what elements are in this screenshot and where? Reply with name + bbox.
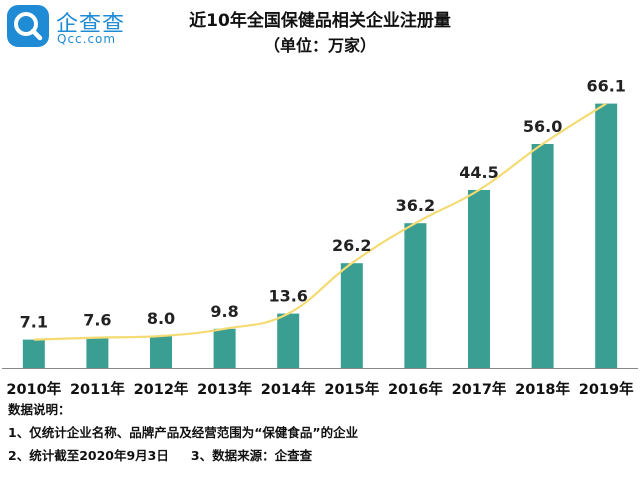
qcc-logo-icon <box>7 5 49 47</box>
x-tick-label-9: 2019年 <box>579 380 634 398</box>
data-label-5: 26.2 <box>332 236 371 255</box>
bar-6 <box>404 223 427 368</box>
bar-4 <box>277 313 300 368</box>
data-label-8: 56.0 <box>523 117 562 136</box>
data-label-6: 36.2 <box>396 196 435 215</box>
x-tick-label-7: 2017年 <box>452 380 507 398</box>
note-line-2: 2、统计截至2020年9月3日 3、数据来源：企查查 <box>8 444 358 467</box>
note-data-source: 3、数据来源：企查查 <box>190 448 313 463</box>
brand-name: 企查查 <box>56 12 126 37</box>
bar-3 <box>213 328 236 368</box>
bar-5 <box>340 263 363 368</box>
notes-heading: 数据说明： <box>8 402 71 417</box>
x-tick-label-2: 2012年 <box>134 380 189 398</box>
brand-logo: 企查查 Qcc.com <box>6 4 146 48</box>
bar-9 <box>595 103 618 368</box>
data-notes: 数据说明： 1、仅统计企业名称、品牌产品及经营范围为“保健食品”的企业 2、统计… <box>8 398 358 467</box>
data-label-9: 66.1 <box>586 77 625 96</box>
bar-0 <box>22 339 45 368</box>
x-tick-label-8: 2018年 <box>515 380 570 398</box>
x-tick-label-4: 2014年 <box>261 380 316 398</box>
chart-title: 近10年全国保健品相关企业注册量 <box>189 11 451 31</box>
data-label-4: 13.6 <box>268 287 307 306</box>
bar-7 <box>468 190 490 368</box>
data-label-1: 7.6 <box>83 311 111 330</box>
bar-2 <box>150 336 172 368</box>
x-tick-label-3: 2013年 <box>197 380 252 398</box>
bar-8 <box>531 144 554 368</box>
bar-1 <box>86 337 109 368</box>
x-tick-label-0: 2010年 <box>6 380 61 398</box>
brand-domain: Qcc.com <box>57 32 117 46</box>
data-label-0: 7.1 <box>20 313 48 332</box>
note-cutoff-date: 2、统计截至2020年9月3日 <box>8 448 169 463</box>
note-line-1: 1、仅统计企业名称、品牌产品及经营范围为“保健食品”的企业 <box>8 425 359 440</box>
data-label-2: 8.0 <box>147 309 175 328</box>
chart-subtitle: （单位：万家） <box>263 36 376 55</box>
x-tick-label-5: 2015年 <box>324 380 379 398</box>
data-label-7: 44.5 <box>459 163 498 182</box>
x-tick-label-6: 2016年 <box>388 380 443 398</box>
trend-line <box>33 102 607 341</box>
x-tick-label-1: 2011年 <box>70 380 125 398</box>
data-label-3: 9.8 <box>210 302 238 321</box>
